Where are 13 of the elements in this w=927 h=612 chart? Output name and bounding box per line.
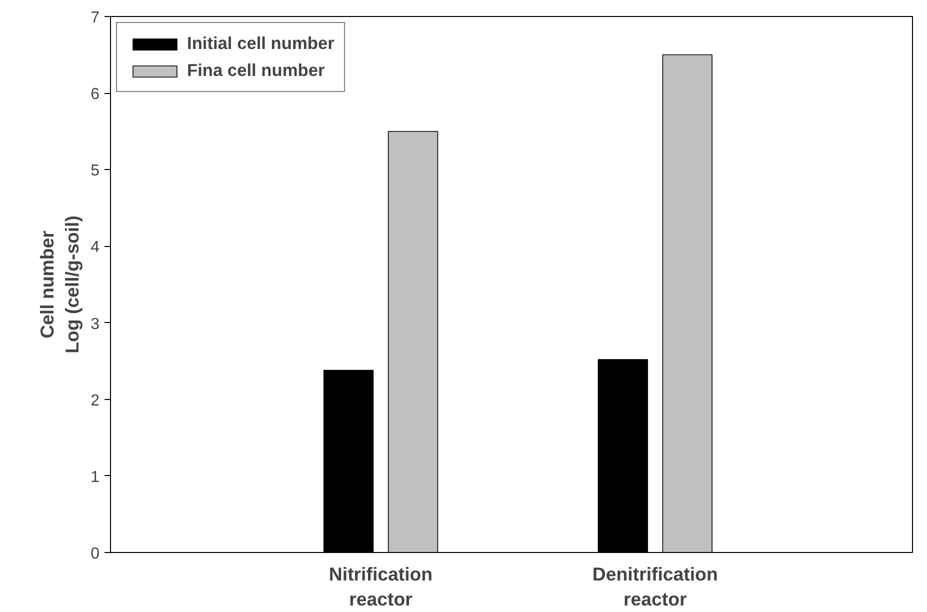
y-axis-title: Cell number Log (cell/g-soil) bbox=[36, 216, 83, 354]
legend-label: Fina cell number bbox=[187, 60, 325, 81]
x-tick-label: Nitrification reactor bbox=[328, 564, 433, 610]
y-tick-label: 5 bbox=[90, 162, 100, 180]
y-tick-label: 1 bbox=[90, 468, 100, 486]
y-tick-label: 4 bbox=[90, 239, 100, 256]
x-tick-label: Denitrification reactor bbox=[592, 564, 718, 610]
y-tick-label: 2 bbox=[90, 392, 100, 410]
y-tick-label: 6 bbox=[90, 86, 100, 104]
y-tick-label: 7 bbox=[90, 10, 100, 26]
y-tick-label: 3 bbox=[90, 316, 100, 333]
legend-label: Initial cell number bbox=[187, 33, 334, 54]
y-tick-label: 0 bbox=[90, 546, 100, 562]
